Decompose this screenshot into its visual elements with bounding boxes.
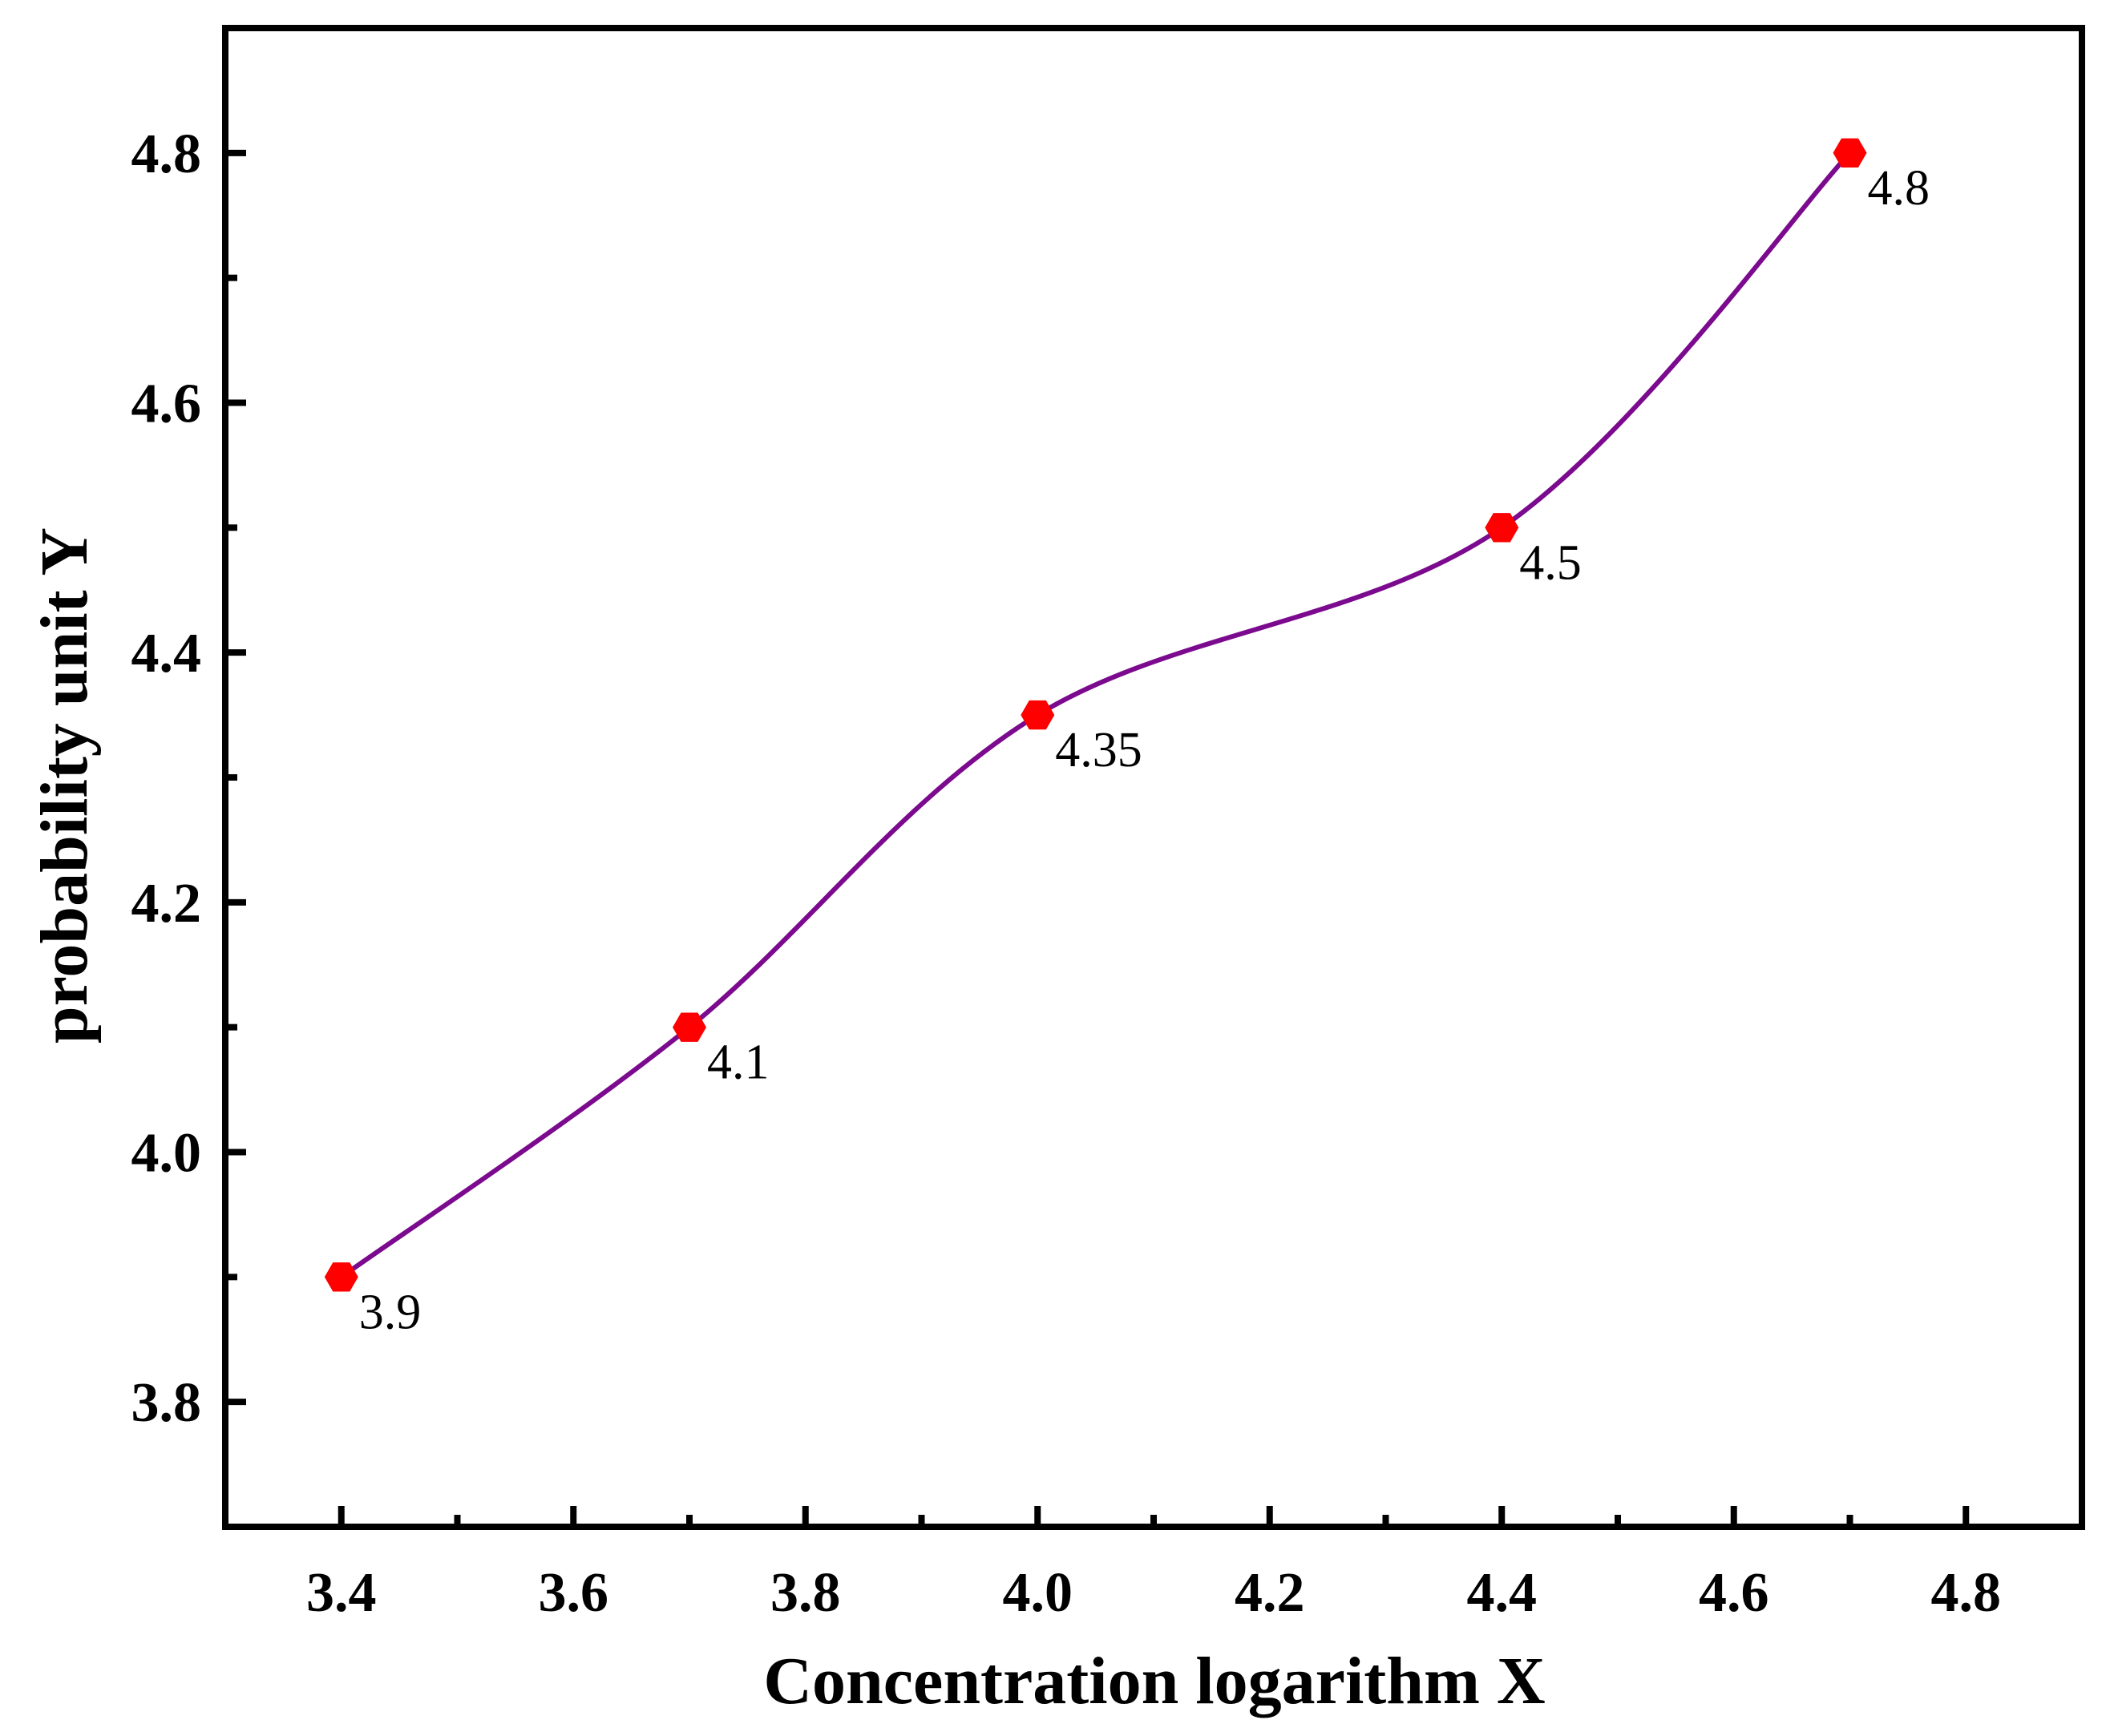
data-label: 4.5 [1519, 535, 1582, 590]
x-tick-label: 4.2 [1235, 1562, 1305, 1624]
data-point-marker [1485, 513, 1519, 543]
y-tick-label: 4.8 [131, 123, 202, 185]
x-tick-label: 3.6 [539, 1562, 609, 1624]
data-point-marker [324, 1262, 358, 1292]
y-tick-label: 4.4 [131, 623, 202, 684]
data-label: 4.35 [1055, 723, 1142, 777]
series-line [340, 151, 1852, 1279]
y-tick-label: 3.8 [131, 1372, 202, 1434]
plot-frame [222, 25, 2085, 1530]
x-tick-label: 3.8 [770, 1562, 841, 1624]
x-tick-label: 4.6 [1699, 1562, 1769, 1624]
data-point-marker [1021, 700, 1055, 730]
y-tick-label: 4.6 [131, 373, 202, 435]
y-tick-label: 4.0 [131, 1123, 202, 1185]
y-tick-label: 4.2 [131, 873, 202, 935]
x-tick-label: 4.0 [1003, 1562, 1073, 1624]
data-point-marker [673, 1012, 706, 1042]
data-label: 4.1 [707, 1036, 770, 1090]
x-tick-label: 4.8 [1931, 1562, 2002, 1624]
x-tick-label: 4.4 [1467, 1562, 1538, 1624]
x-axis-title: Concentration logarithm X [763, 1644, 1545, 1718]
data-point-marker [1833, 138, 1867, 168]
data-label: 3.9 [359, 1285, 422, 1339]
x-tick-label: 3.4 [306, 1562, 377, 1624]
data-label: 4.8 [1868, 161, 1930, 216]
y-axis-title: probability unit Y [27, 527, 102, 1044]
